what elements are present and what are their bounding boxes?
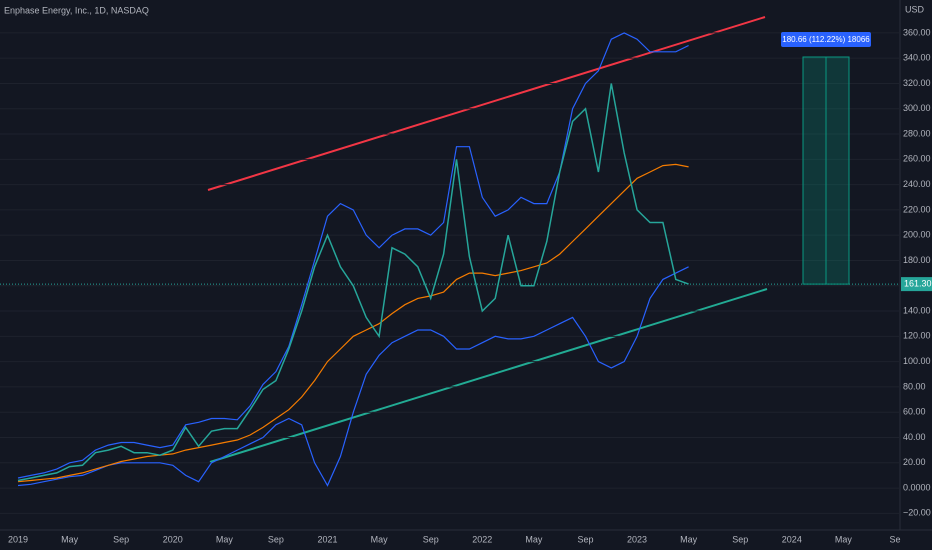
x-tick-label: Se: [889, 534, 900, 544]
y-tick-label: 200.00: [903, 230, 931, 240]
x-tick-label: 2023: [627, 534, 647, 544]
y-tick-label: 20.00: [903, 457, 926, 467]
y-tick-label: 300.00: [903, 103, 931, 113]
x-tick-label: 2021: [318, 534, 338, 544]
y-tick-label: 260.00: [903, 154, 931, 164]
y-tick-label: 240.00: [903, 179, 931, 189]
series-line: [17, 163, 689, 483]
x-tick-label: Sep: [732, 534, 748, 544]
x-tick-label: May: [61, 534, 79, 544]
x-tick-label: May: [835, 534, 853, 544]
y-tick-label: −20.00: [903, 508, 931, 518]
y-tick-label: 60.00: [903, 407, 926, 417]
y-tick-label: 340.00: [903, 53, 931, 63]
lower-trend-line: [209, 288, 768, 463]
y-tick-label: 320.00: [903, 78, 931, 88]
currency-label: USD: [905, 4, 925, 14]
y-tick-label: 0.0000: [903, 482, 931, 492]
marks: [0, 32, 900, 514]
x-tick-label: Sep: [577, 534, 593, 544]
measure-label-box: [781, 32, 871, 47]
chart-title: Enphase Energy, Inc., 1D, NASDAQ: [4, 5, 149, 15]
y-tick-label: 180.00: [903, 255, 931, 265]
y-tick-label: 100.00: [903, 356, 931, 366]
last-price-label: 161.30: [904, 278, 932, 288]
y-tick-label: 80.00: [903, 381, 926, 391]
x-tick-label: 2019: [8, 534, 28, 544]
x-tick-label: May: [216, 534, 234, 544]
x-tick-label: Sep: [113, 534, 129, 544]
series-line: [17, 32, 689, 479]
x-tick-label: Sep: [423, 534, 439, 544]
y-tick-label: 220.00: [903, 204, 931, 214]
x-tick-label: 2024: [782, 534, 802, 544]
x-tick-label: May: [371, 534, 389, 544]
measure-label: 180.66 (112.22%) 18066: [782, 35, 870, 44]
y-tick-label: 360.00: [903, 27, 931, 37]
x-tick-label: Sep: [268, 534, 284, 544]
x-tick-label: 2020: [163, 534, 183, 544]
y-tick-label: 280.00: [903, 128, 931, 138]
x-tick-label: May: [680, 534, 698, 544]
x-tick-label: May: [525, 534, 543, 544]
upper-trend-line: [207, 16, 766, 191]
y-tick-label: 40.00: [903, 432, 926, 442]
y-tick-label: 120.00: [903, 331, 931, 341]
series-line: [17, 83, 689, 482]
x-tick-label: 2022: [472, 534, 492, 544]
y-tick-label: 140.00: [903, 305, 931, 315]
last-price-box: [901, 277, 932, 292]
series-line: [17, 266, 689, 487]
